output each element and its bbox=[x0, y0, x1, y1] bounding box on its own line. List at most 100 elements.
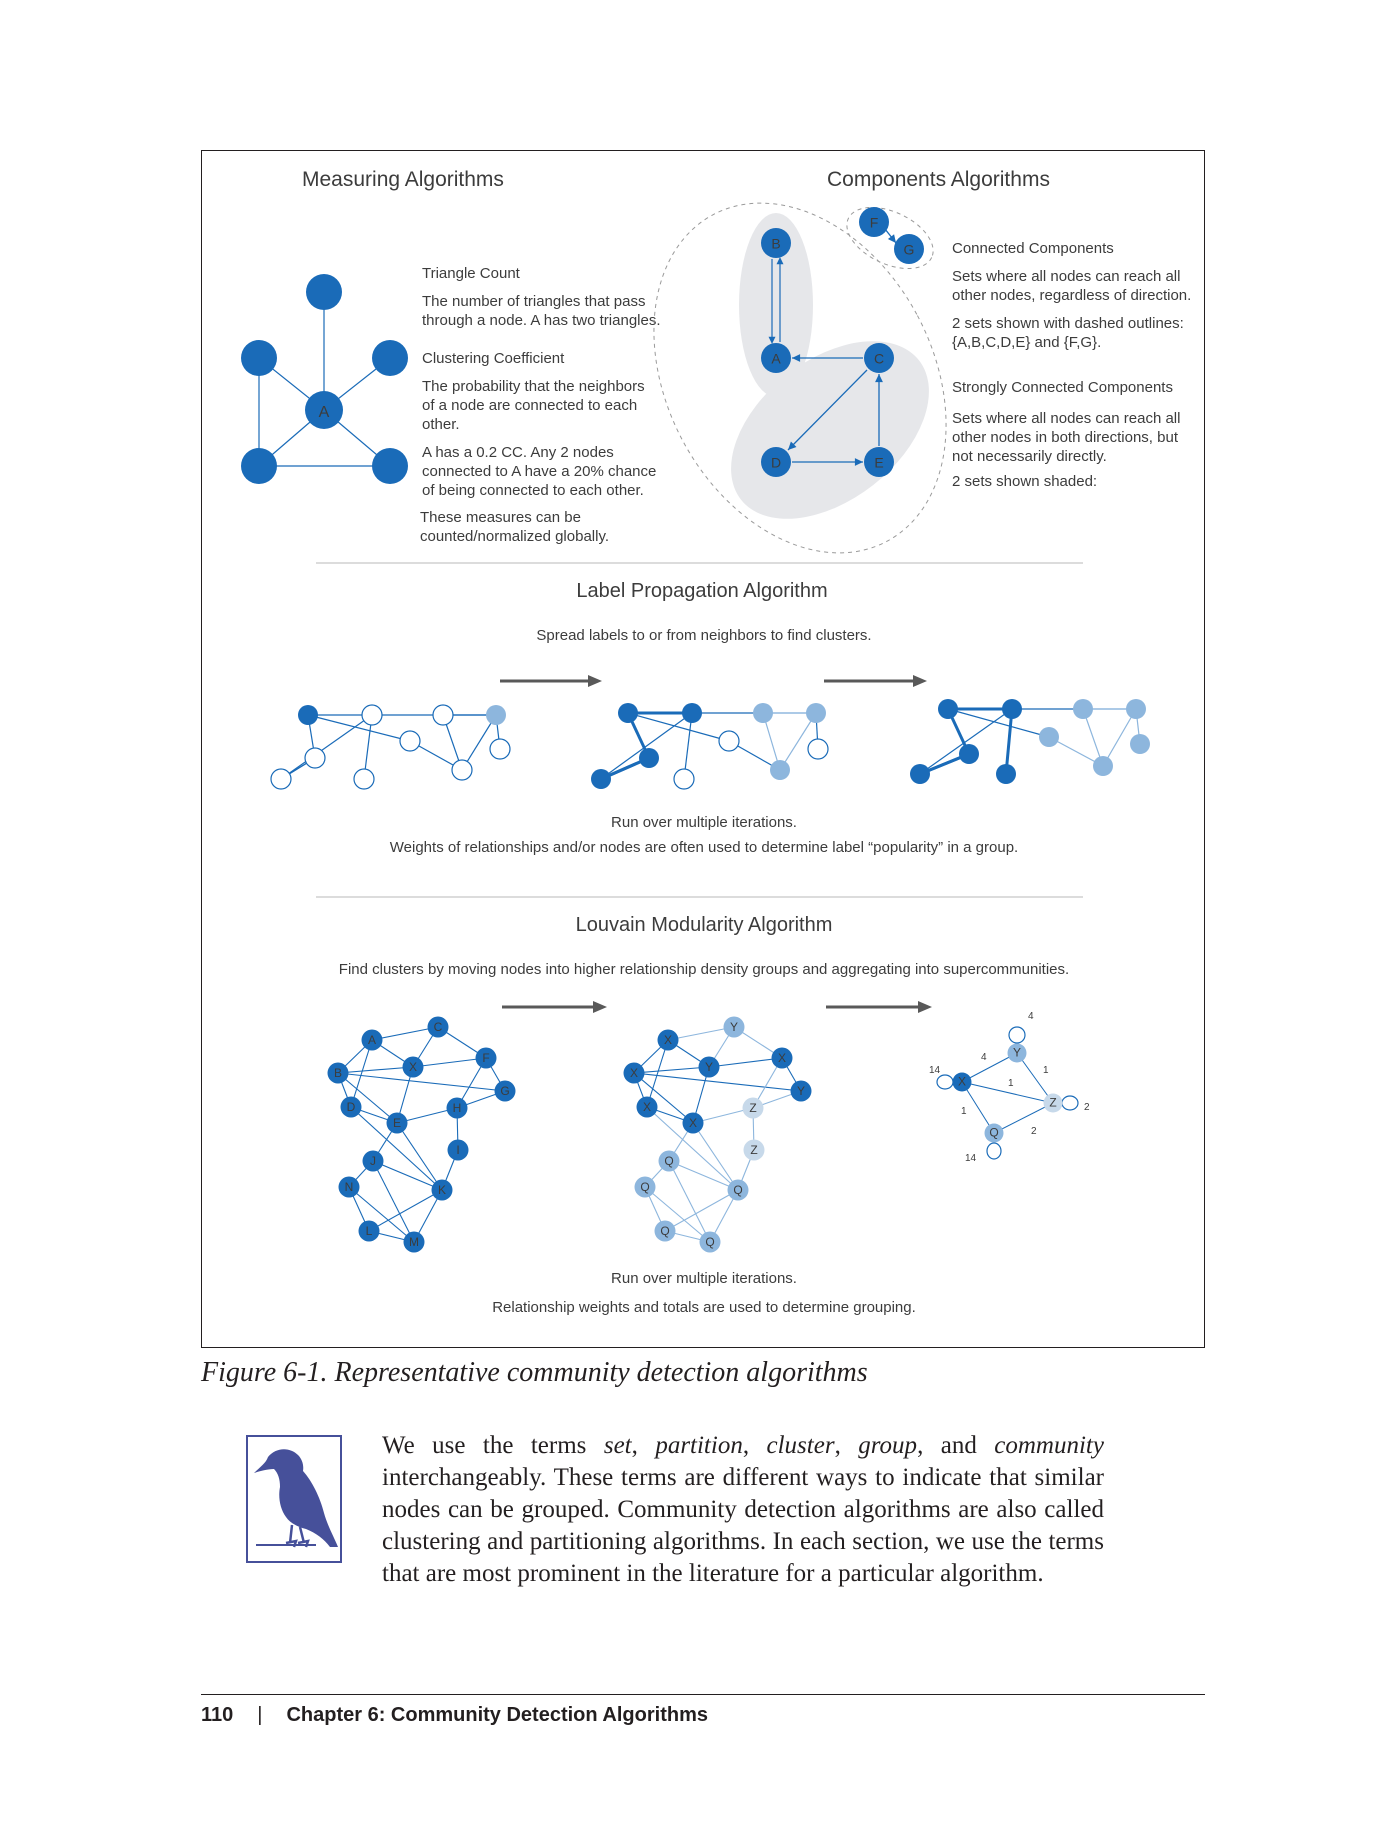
louvain-node bbox=[427, 1016, 449, 1038]
node-label: A bbox=[319, 404, 330, 421]
component-node-c bbox=[864, 343, 894, 373]
footer-separator: | bbox=[257, 1704, 263, 1726]
node-label: G bbox=[904, 242, 915, 258]
node-label: A bbox=[771, 351, 781, 367]
louvain-edge bbox=[633, 1066, 710, 1074]
node-label: C bbox=[874, 351, 884, 367]
note-paragraph: We use the terms set, partition, cluster… bbox=[382, 1430, 1104, 1590]
node-label: F bbox=[482, 1051, 489, 1065]
lp-node-unlabeled bbox=[718, 730, 740, 752]
lp-node-labeled bbox=[959, 744, 979, 764]
louvain-edge bbox=[708, 1057, 783, 1068]
node-label: G bbox=[500, 1084, 509, 1098]
triangle-count-title: Triangle Count bbox=[422, 265, 521, 282]
louvain-edge bbox=[412, 1057, 487, 1068]
component-node-b bbox=[761, 228, 791, 258]
louvain-edge bbox=[692, 1122, 739, 1191]
label-propagation-title: Label Propagation Algorithm bbox=[576, 580, 827, 602]
node-label: Q bbox=[733, 1183, 742, 1197]
lp-footer-line: Run over multiple iterations. bbox=[611, 814, 797, 831]
louvain-edge bbox=[348, 1186, 415, 1243]
louvain-edge bbox=[644, 1186, 711, 1243]
connected-components-text: other nodes, regardless of direction. bbox=[952, 287, 1191, 304]
node-label: X bbox=[409, 1060, 417, 1074]
lp-edge bbox=[600, 712, 693, 780]
edge-weight: 1 bbox=[1043, 1065, 1049, 1076]
page-footer: 110 | Chapter 6: Community Detection Algor… bbox=[201, 1704, 708, 1727]
node-label: X bbox=[778, 1051, 786, 1065]
lp-node-unlabeled bbox=[361, 704, 383, 726]
supercommunity-node-y bbox=[1007, 1043, 1027, 1063]
louvain-node bbox=[386, 1112, 408, 1134]
lp-node-labeled bbox=[938, 699, 958, 719]
lp-node-unlabeled bbox=[451, 759, 473, 781]
lp-node-propagated bbox=[1093, 756, 1113, 776]
measuring-node bbox=[241, 448, 277, 484]
page-number: 110 bbox=[201, 1704, 234, 1726]
lp-node-unlabeled bbox=[399, 730, 421, 752]
louvain-edge bbox=[350, 1039, 373, 1108]
term-emphasis: partition bbox=[655, 1432, 743, 1459]
louvain-node bbox=[358, 1220, 380, 1242]
edge-weight: 2 bbox=[1031, 1126, 1037, 1137]
lp-node-labeled bbox=[682, 703, 702, 723]
measuring-node bbox=[372, 448, 408, 484]
node-label: Y bbox=[1013, 1046, 1021, 1060]
dashed-sets-text: 2 sets shown with dashed outlines: bbox=[952, 315, 1184, 332]
lp-node-labeled bbox=[639, 748, 659, 768]
lp-edge bbox=[779, 712, 817, 771]
lp-node-labeled bbox=[910, 764, 930, 784]
louvain-node bbox=[743, 1139, 765, 1161]
lp-node-propagated bbox=[486, 705, 506, 725]
term-emphasis: cluster bbox=[766, 1432, 835, 1459]
cc-text: A has a 0.2 CC. Any 2 nodes bbox=[422, 444, 614, 461]
node-label: X bbox=[630, 1066, 638, 1080]
clustering-title: Clustering Coefficient bbox=[422, 350, 565, 367]
arrow-head bbox=[788, 441, 797, 450]
louvain-node bbox=[636, 1096, 658, 1118]
term-emphasis: set bbox=[603, 1432, 632, 1459]
louvain-footer-line: Run over multiple iterations. bbox=[611, 1270, 797, 1287]
shaded-scc bbox=[739, 213, 813, 397]
supercommunity-node-q bbox=[984, 1123, 1004, 1143]
node-label: E bbox=[874, 455, 883, 471]
louvain-edge bbox=[372, 1160, 443, 1191]
lp-node-unlabeled bbox=[489, 738, 511, 760]
node-label: D bbox=[771, 455, 781, 471]
supercommunity-edge bbox=[961, 1081, 1054, 1104]
triangle-count-text: through a node. A has two triangles. bbox=[422, 312, 661, 329]
edge-weight: 2 bbox=[1084, 1102, 1090, 1113]
node-label: Z bbox=[749, 1101, 756, 1115]
component-node-g bbox=[894, 234, 924, 264]
louvain-node bbox=[340, 1096, 362, 1118]
lp-node-unlabeled bbox=[807, 738, 829, 760]
iteration-arrow-head bbox=[588, 675, 602, 687]
louvain-edge bbox=[668, 1160, 739, 1191]
node-label: Y bbox=[797, 1084, 805, 1098]
louvain-edge bbox=[368, 1189, 443, 1232]
node-label: K bbox=[438, 1183, 446, 1197]
node-label: Q bbox=[660, 1224, 669, 1238]
iteration-arrow-head bbox=[913, 675, 927, 687]
lp-node-unlabeled bbox=[353, 768, 375, 790]
edge-weight: 14 bbox=[929, 1065, 941, 1076]
node-label: F bbox=[870, 215, 879, 231]
edge-weight: 14 bbox=[965, 1153, 977, 1164]
louvain-node bbox=[623, 1062, 645, 1084]
lp-node-propagated bbox=[770, 760, 790, 780]
louvain-node bbox=[446, 1097, 468, 1119]
strongly-connected-text: other nodes in both directions, but bbox=[952, 429, 1179, 446]
louvain-node bbox=[475, 1047, 497, 1069]
note-text-run: , bbox=[631, 1432, 656, 1459]
lp-node-unlabeled bbox=[270, 768, 292, 790]
node-label: H bbox=[453, 1101, 462, 1115]
louvain-node bbox=[494, 1080, 516, 1102]
louvain-subtitle: Find clusters by moving nodes into highe… bbox=[339, 961, 1069, 978]
node-label: Q bbox=[705, 1235, 714, 1249]
figure-caption: Figure 6-1. Representative community det… bbox=[201, 1357, 868, 1388]
lp-node-propagated bbox=[1073, 699, 1093, 719]
measuring-node bbox=[306, 274, 342, 310]
component-node-f bbox=[859, 207, 889, 237]
lp-node-unlabeled bbox=[673, 768, 695, 790]
node-label: X bbox=[689, 1116, 697, 1130]
